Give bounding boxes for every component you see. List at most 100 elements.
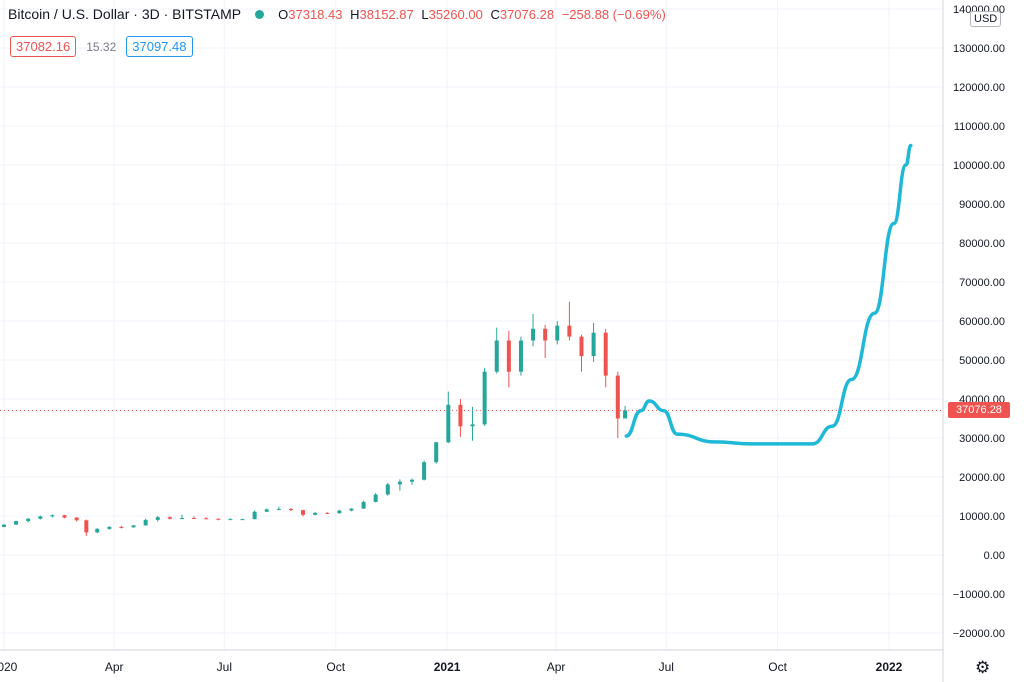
y-tick-label: 30000.00 xyxy=(959,433,1005,445)
candle-body xyxy=(62,515,67,518)
y-tick-label: 70000.00 xyxy=(959,277,1005,289)
y-tick-label: 130000.00 xyxy=(953,43,1005,55)
open-value: 37318.43 xyxy=(288,6,343,22)
candle-body xyxy=(167,517,172,519)
candle-body xyxy=(603,332,608,376)
low-value: 35260.00 xyxy=(428,6,483,22)
candle-body xyxy=(240,519,245,521)
y-tick-label: 110000.00 xyxy=(954,121,1005,133)
bid-ask-row: 37082.16 15.32 37097.48 xyxy=(10,36,193,57)
candle-body xyxy=(615,375,620,419)
y-tick-label: 90000.00 xyxy=(959,199,1005,211)
x-tick-label: Apr xyxy=(547,660,566,674)
chart-grid xyxy=(0,0,943,650)
candle-body xyxy=(409,479,414,482)
price-axis-labels: −20000.00 −10000.00 0.00 10000.00 20000.00 30… xyxy=(953,4,1005,640)
gear-icon[interactable]: ⚙ xyxy=(975,658,991,677)
candle-body xyxy=(179,517,184,519)
candle-body xyxy=(252,511,257,520)
candle-body xyxy=(95,528,100,533)
candle-body xyxy=(579,336,584,357)
y-tick-label: 10000.00 xyxy=(959,511,1005,523)
y-tick-label: 80000.00 xyxy=(959,238,1005,250)
currency-badge[interactable]: USD xyxy=(970,11,1002,27)
candle-body xyxy=(397,481,402,485)
candle-body xyxy=(325,512,330,514)
projection-line xyxy=(624,143,913,446)
candle-body xyxy=(131,525,136,528)
candle-body xyxy=(301,510,306,515)
x-tick-label: Apr xyxy=(105,660,124,674)
candle-body xyxy=(531,328,536,341)
candle-body xyxy=(84,520,89,533)
candle-body xyxy=(228,519,233,521)
y-tick-label: 60000.00 xyxy=(959,316,1005,328)
x-tick-label: Jul xyxy=(217,660,232,674)
low-label: L xyxy=(421,6,429,22)
candle-body xyxy=(26,518,31,522)
candle-body xyxy=(288,508,293,511)
market-status-dot-icon xyxy=(255,9,265,19)
candle-body xyxy=(276,508,281,510)
y-tick-label: −20000.00 xyxy=(953,628,1005,640)
x-tick-label: 2022 xyxy=(876,660,903,674)
close-label: C xyxy=(490,6,500,22)
candle-body xyxy=(337,510,342,514)
y-tick-label: 0.00 xyxy=(984,550,1005,562)
candle-body xyxy=(422,462,427,480)
sell-price-button[interactable]: 37082.16 xyxy=(10,36,77,57)
buy-price-button[interactable]: 37097.48 xyxy=(126,36,193,57)
candle-body xyxy=(373,494,378,502)
candle-body xyxy=(494,340,499,372)
candle-body xyxy=(543,328,548,341)
high-value: 38152.87 xyxy=(359,6,414,22)
candle-body xyxy=(50,515,55,517)
candle-body xyxy=(38,516,43,519)
candle-body xyxy=(216,518,221,520)
high-label: H xyxy=(350,6,360,22)
y-tick-label: 50000.00 xyxy=(959,355,1005,367)
y-tick-label: 100000.00 xyxy=(953,160,1005,172)
candle-body xyxy=(192,517,197,519)
candle-body xyxy=(119,526,124,528)
candle-body xyxy=(264,509,269,512)
candle-body xyxy=(555,325,560,341)
candle-body xyxy=(385,484,390,495)
candle-body xyxy=(313,512,318,515)
candle-body xyxy=(518,340,523,372)
x-tick-label: Jul xyxy=(659,660,674,674)
candle-body xyxy=(567,325,572,337)
candle-body xyxy=(623,410,628,419)
change-value: −258.88 (−0.69%) xyxy=(561,6,666,22)
last-price-tag: 37076.28 xyxy=(948,402,1010,418)
candle-body xyxy=(446,404,451,443)
time-axis-labels: 2020 Apr Jul Oct 2021 Apr Jul Oct 2022 xyxy=(0,660,903,674)
candle-body xyxy=(361,501,366,509)
candle-body xyxy=(204,518,209,520)
candle-body xyxy=(482,371,487,425)
candle-body xyxy=(107,526,112,529)
symbol-title[interactable]: Bitcoin / U.S. Dollar · 3D · BITSTAMP xyxy=(8,6,242,22)
close-value: 37076.28 xyxy=(499,6,555,22)
x-tick-label: Oct xyxy=(768,660,787,674)
candle-body xyxy=(506,340,511,372)
y-tick-label: −10000.00 xyxy=(953,589,1005,601)
chart-legend: Bitcoin / U.S. Dollar · 3D · BITSTAMP O3… xyxy=(8,6,670,22)
candle-body xyxy=(74,517,79,521)
y-tick-label: 120000.00 xyxy=(953,82,1005,94)
candle-body xyxy=(2,524,6,527)
candle-body xyxy=(155,517,160,520)
ohlc-values: O37318.43 H38152.87 L35260.00 C37076.28 … xyxy=(278,7,670,22)
candle-body xyxy=(458,404,463,427)
x-tick-label: 2020 xyxy=(0,660,18,674)
candlestick-series xyxy=(2,301,628,536)
candle-body xyxy=(470,424,475,427)
x-tick-label: Oct xyxy=(326,660,345,674)
candle-body xyxy=(14,521,19,525)
y-tick-label: 20000.00 xyxy=(959,472,1005,484)
x-tick-label: 2021 xyxy=(434,660,461,674)
spread-value: 15.32 xyxy=(86,39,117,54)
candle-body xyxy=(143,519,148,526)
candle-body xyxy=(349,508,354,511)
